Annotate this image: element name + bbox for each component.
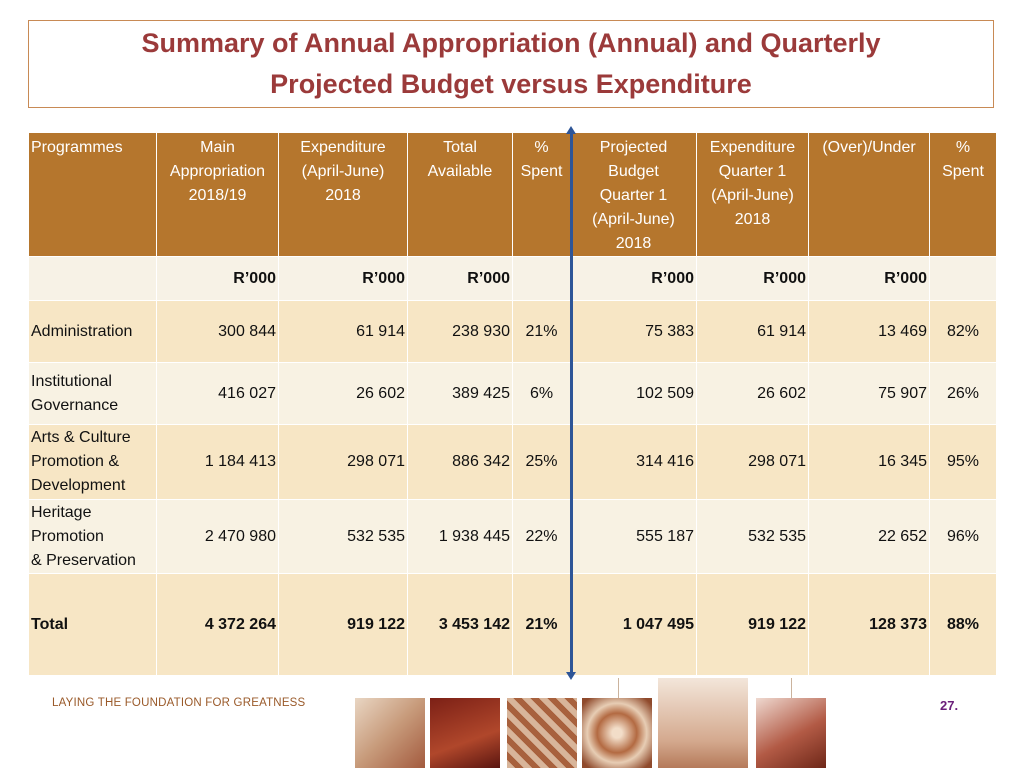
total-over-under: 128 373	[808, 573, 930, 676]
total-available: 3 453 142	[407, 573, 513, 676]
total-pct-spent-q1: 88%	[929, 573, 997, 676]
over-under-value: 75 907	[808, 362, 930, 425]
divider-arrow	[566, 126, 576, 680]
footer-divider	[618, 678, 619, 698]
pct-spent-q1-value: 82%	[929, 300, 997, 363]
table-row: Administration 300 844 61 914 238 930 21…	[28, 300, 997, 363]
footer-image-beadwork	[582, 698, 652, 768]
units-cell: R’000	[156, 256, 279, 301]
header-expenditure-q1: Expenditure Quarter 1 (April-June) 2018	[696, 132, 809, 257]
budget-table: Programmes Main Appropriation 2018/19 Expe…	[28, 132, 997, 676]
expenditure-q1-value: 532 535	[696, 499, 809, 574]
header-pct-spent-1: % Spent	[512, 132, 571, 257]
arrow-up-icon	[566, 126, 576, 134]
programme-name: Arts & Culture Promotion & Development	[28, 424, 157, 500]
page-number: 27.	[940, 698, 959, 713]
header-row: Programmes Main Appropriation 2018/19 Expe…	[28, 132, 997, 257]
over-under-value: 16 345	[808, 424, 930, 500]
slide-title: Summary of Annual Appropriation (Annual)…	[141, 23, 880, 105]
pct-spent-q1-value: 96%	[929, 499, 997, 574]
table-row: Arts & Culture Promotion & Development 1 1…	[28, 424, 997, 500]
pct-spent-q1-value: 95%	[929, 424, 997, 500]
expenditure-q1-value: 26 602	[696, 362, 809, 425]
projected-budget-value: 314 416	[570, 424, 697, 500]
pct-spent-value: 21%	[512, 300, 571, 363]
title-line-2: Projected Budget versus Expenditure	[270, 69, 752, 99]
table-row: Institutional Governance 416 027 26 602 3…	[28, 362, 997, 425]
pct-spent-q1-value: 26%	[929, 362, 997, 425]
units-cell	[28, 256, 157, 301]
footer-image-braille	[355, 698, 425, 768]
units-cell	[512, 256, 571, 301]
arrow-down-icon	[566, 672, 576, 680]
over-under-value: 13 469	[808, 300, 930, 363]
title-box: Summary of Annual Appropriation (Annual)…	[28, 20, 994, 108]
total-row: Total 4 372 264 919 122 3 453 142 21% 1 …	[28, 573, 997, 676]
footer-tagline: LAYING THE FOUNDATION FOR GREATNESS	[52, 697, 306, 709]
units-row: R’000 R’000 R’000 R’000 R’000 R’000	[28, 256, 997, 301]
projected-budget-value: 75 383	[570, 300, 697, 363]
pct-spent-value: 6%	[512, 362, 571, 425]
units-cell: R’000	[407, 256, 513, 301]
header-main-appropriation: Main Appropriation 2018/19	[156, 132, 279, 257]
units-cell: R’000	[696, 256, 809, 301]
header-projected-budget: Projected Budget Quarter 1 (April-June) 2018	[570, 132, 697, 257]
units-cell	[929, 256, 997, 301]
total-main-appropriation: 4 372 264	[156, 573, 279, 676]
total-projected-budget: 1 047 495	[570, 573, 697, 676]
total-available-value: 886 342	[407, 424, 513, 500]
pct-spent-value: 22%	[512, 499, 571, 574]
expenditure-value: 298 071	[278, 424, 408, 500]
header-programmes: Programmes	[28, 132, 157, 257]
total-label: Total	[28, 573, 157, 676]
programme-name: Administration	[28, 300, 157, 363]
expenditure-value: 61 914	[278, 300, 408, 363]
programme-name: Institutional Governance	[28, 362, 157, 425]
expenditure-q1-value: 61 914	[696, 300, 809, 363]
programme-name: Heritage Promotion & Preservation	[28, 499, 157, 574]
total-available-value: 238 930	[407, 300, 513, 363]
footer-divider	[791, 678, 792, 698]
total-pct-spent: 21%	[512, 573, 571, 676]
expenditure-value: 26 602	[278, 362, 408, 425]
main-appropriation-value: 1 184 413	[156, 424, 279, 500]
total-expenditure-q1: 919 122	[696, 573, 809, 676]
units-cell: R’000	[278, 256, 408, 301]
footer-image-family	[430, 698, 500, 768]
header-total-available: Total Available	[407, 132, 513, 257]
units-cell: R’000	[570, 256, 697, 301]
header-pct-spent-2: % Spent	[929, 132, 997, 257]
main-appropriation-value: 2 470 980	[156, 499, 279, 574]
header-over-under: (Over)/Under	[808, 132, 930, 257]
header-expenditure: Expenditure (April-June) 2018	[278, 132, 408, 257]
footer-image-saxophone	[756, 698, 826, 768]
pct-spent-value: 25%	[512, 424, 571, 500]
main-appropriation-value: 300 844	[156, 300, 279, 363]
title-line-1: Summary of Annual Appropriation (Annual)…	[141, 28, 881, 58]
total-expenditure: 919 122	[278, 573, 408, 676]
units-cell: R’000	[808, 256, 930, 301]
total-available-value: 1 938 445	[407, 499, 513, 574]
expenditure-value: 532 535	[278, 499, 408, 574]
main-appropriation-value: 416 027	[156, 362, 279, 425]
projected-budget-value: 102 509	[570, 362, 697, 425]
projected-budget-value: 555 187	[570, 499, 697, 574]
footer-image-ballet	[658, 678, 748, 768]
expenditure-q1-value: 298 071	[696, 424, 809, 500]
footer-image-film	[507, 698, 577, 768]
over-under-value: 22 652	[808, 499, 930, 574]
table-row: Heritage Promotion & Preservation 2 470 98…	[28, 499, 997, 574]
total-available-value: 389 425	[407, 362, 513, 425]
